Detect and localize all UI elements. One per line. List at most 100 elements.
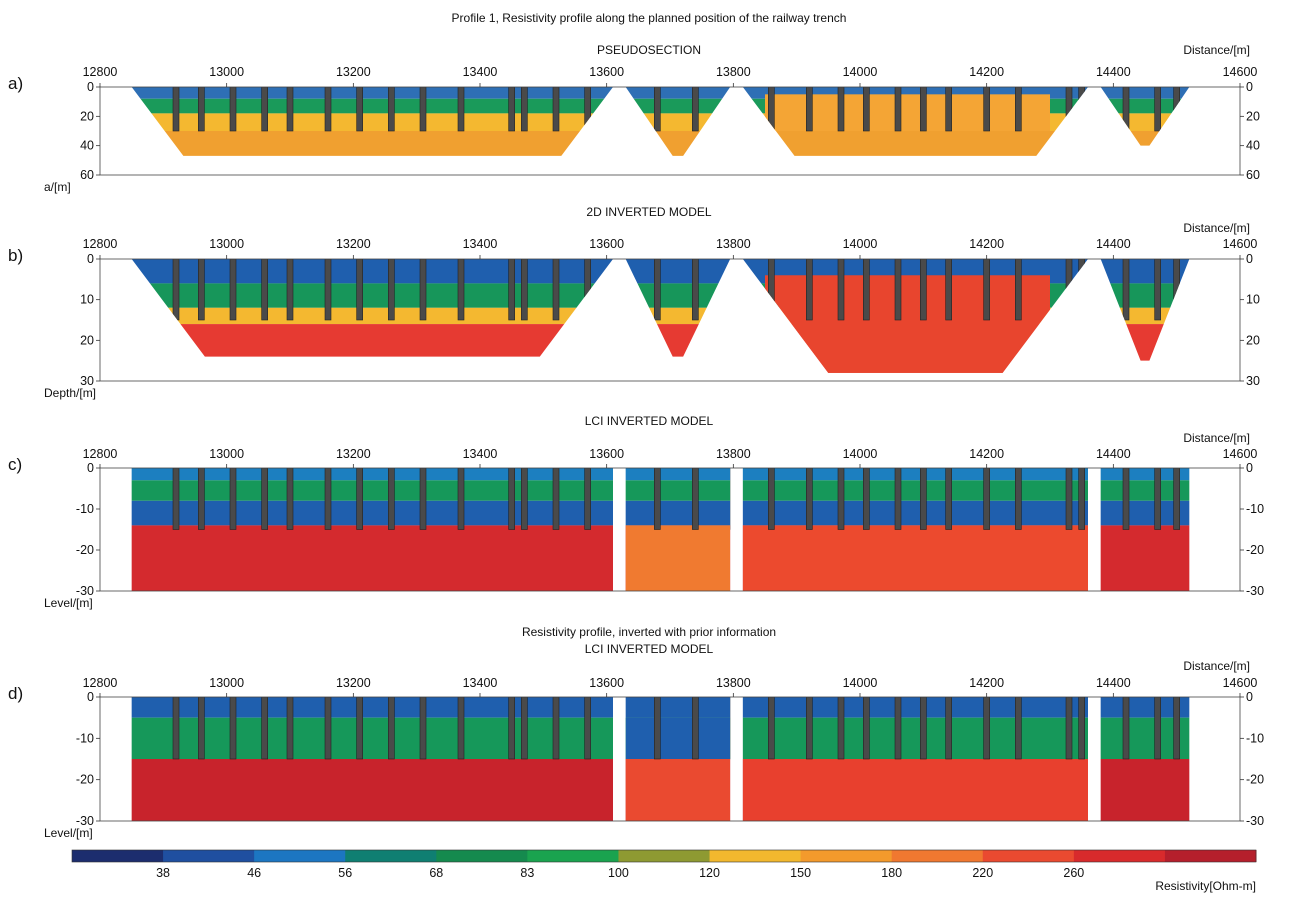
panel-title: LCI INVERTED MODEL [585,414,714,428]
borehole-log [983,259,990,321]
borehole-log [1065,468,1073,530]
y-tick-label-right: -20 [1246,543,1264,557]
y-tick-label-right: -30 [1246,584,1264,598]
panel-frame [99,696,1241,822]
borehole-log [584,87,591,132]
borehole-log [388,468,395,530]
colorbar-tick-label: 120 [699,866,720,880]
borehole-log [521,259,528,321]
y-tick-label-left: -10 [76,731,94,745]
borehole-log [521,697,528,760]
borehole-log [1015,697,1022,760]
borehole-log [508,87,515,132]
colorbar-tick-label: 68 [429,866,443,880]
borehole-log [1122,697,1130,760]
panel-letter: b) [8,246,23,265]
panel-letter: c) [8,455,22,474]
borehole-log [261,87,268,132]
distance-label: Distance/[m] [1183,221,1250,235]
colorbar-swatch [527,850,619,862]
panels-group: 12800 13000 13200 13400 13600 13800 14000 14200… [8,43,1264,840]
x-tick-label: 13200 [336,237,371,251]
resistivity-band [742,525,1088,591]
borehole-log [552,697,560,760]
borehole-log [1154,259,1161,321]
colorbar-tick-label: 220 [972,866,993,880]
x-tick-label: 14600 [1223,65,1258,79]
y-tick-label-left: 60 [80,168,94,182]
x-tick-label: 14600 [1223,237,1258,251]
borehole-log [388,697,395,760]
panel-frame [99,467,1241,592]
x-tick-label: 13600 [589,237,624,251]
borehole-log [1078,697,1085,760]
borehole-log [198,468,205,530]
borehole-log [584,468,591,530]
borehole-log [457,697,465,760]
distance-label: Distance/[m] [1183,659,1250,673]
y-tick-label-right: 40 [1246,139,1260,153]
y-tick-label-left: 10 [80,293,94,307]
borehole-log [172,87,180,132]
borehole-log [730,259,737,321]
y-tick-label-left: -10 [76,502,94,516]
y-tick-label-right: 0 [1246,80,1253,94]
borehole-log [552,87,560,132]
borehole-log [1065,259,1073,321]
borehole-log [172,259,180,321]
y-tick-label-left: 0 [87,80,94,94]
y-tick-label-left: -30 [76,584,94,598]
borehole-log [1078,468,1085,530]
resistivity-band [625,717,731,759]
borehole-log [920,697,927,760]
borehole-log [692,468,699,530]
panel-letter: d) [8,684,23,703]
x-tick-label: 14200 [969,447,1004,461]
borehole-log [863,697,870,760]
borehole-log [1173,697,1180,760]
borehole-log [552,259,560,321]
x-tick-label: 14400 [1096,447,1131,461]
x-tick-label: 13400 [463,447,498,461]
x-tick-label: 13600 [589,447,624,461]
x-tick-label: 14000 [843,676,878,690]
x-tick-label: 12800 [83,447,118,461]
borehole-log [1122,468,1130,530]
colorbar-tick-label: 46 [247,866,261,880]
x-tick-label: 14400 [1096,237,1131,251]
x-tick-label: 13800 [716,237,751,251]
y-tick-label-left: 30 [80,374,94,388]
colorbar-tick-label: 180 [881,866,902,880]
borehole-log [920,87,927,132]
borehole-log [1065,697,1073,760]
borehole-log [229,259,237,321]
borehole-log [837,259,845,321]
borehole-log [261,259,268,321]
colorbar-swatch [891,850,984,862]
borehole-log [356,468,363,530]
y-tick-label-left: 20 [80,333,94,347]
panel-letter: a) [8,74,23,93]
y-tick-label-left: 0 [87,690,94,704]
borehole-log [1078,259,1085,321]
x-tick-label: 13800 [716,65,751,79]
borehole-log [419,259,427,321]
y-tick-label-left: 20 [80,109,94,123]
borehole-log [229,87,237,132]
borehole-log [730,468,737,530]
panel-frame [99,258,1241,382]
borehole-log [837,697,845,760]
x-tick-label: 12800 [83,237,118,251]
x-tick-label: 13400 [463,65,498,79]
borehole-log [1122,259,1130,321]
x-tick-label: 13600 [589,65,624,79]
y-tick-label-left: 0 [87,252,94,266]
borehole-log [654,468,661,530]
distance-label: Distance/[m] [1183,431,1250,445]
borehole-log [1015,468,1022,530]
colorbar-tick-label: 83 [520,866,534,880]
colorbar-swatch [345,850,437,862]
borehole-log [806,87,813,132]
borehole-log [356,697,363,760]
